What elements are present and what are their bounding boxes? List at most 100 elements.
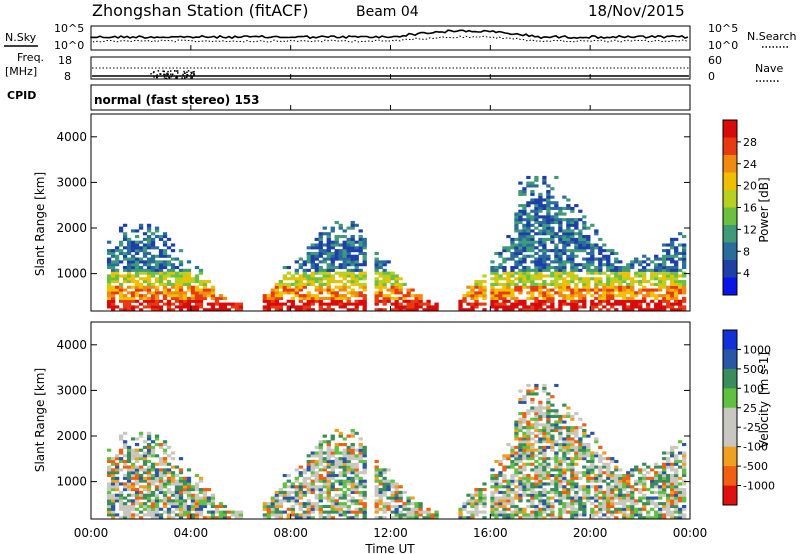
heatmap-cell (590, 479, 595, 483)
heatmap-cell (122, 277, 128, 281)
heatmap-cell (546, 465, 551, 469)
heatmap-cell (406, 288, 411, 292)
heatmap-cell (414, 302, 419, 306)
heatmap-cell (522, 454, 527, 458)
nave-sample-dot (167, 73, 169, 75)
heatmap-cell (678, 243, 683, 247)
heatmap-cell (398, 305, 403, 309)
heatmap-cell (666, 485, 671, 489)
heatmap-cell (110, 482, 116, 486)
heatmap-cell (222, 516, 228, 520)
heatmap-cell (514, 504, 519, 509)
heatmap-cell (334, 465, 339, 469)
heatmap-cell (294, 490, 299, 494)
heatmap-cell (574, 204, 579, 208)
heatmap-cell (154, 229, 160, 233)
heatmap-cell (382, 502, 387, 506)
heatmap-cell (270, 294, 275, 298)
heatmap-cell (350, 462, 355, 466)
heatmap-cell (558, 240, 563, 244)
heatmap-cell (666, 249, 671, 253)
heatmap-cell (522, 277, 527, 281)
heatmap-cell (598, 308, 603, 312)
freq-unit-label: [MHz] (5, 65, 37, 78)
heatmap-cell (238, 510, 244, 514)
heatmap-cell (190, 493, 196, 497)
heatmap-cell (126, 485, 132, 489)
heatmap-cell (114, 479, 120, 483)
heatmap-cell (506, 457, 511, 461)
heatmap-cell (314, 488, 319, 492)
heatmap-cell (602, 263, 607, 267)
heatmap-cell (598, 277, 603, 281)
heatmap-cell (294, 502, 299, 506)
heatmap-cell (518, 251, 523, 256)
heatmap-cell (502, 513, 507, 517)
heatmap-cell (610, 493, 615, 497)
heatmap-cell (554, 457, 559, 461)
heatmap-cell (170, 457, 176, 461)
heatmap-cell (522, 192, 527, 196)
heatmap-cell (550, 260, 555, 264)
heatmap-cell (682, 473, 687, 478)
heatmap-cell (298, 277, 303, 281)
heatmap-cell (306, 246, 311, 250)
heatmap-cell (354, 249, 359, 253)
heatmap-cell (194, 504, 200, 509)
x-tick-label: 12:00 (373, 526, 408, 540)
heatmap-cell (574, 263, 579, 267)
heatmap-cell (538, 229, 543, 233)
heatmap-cell (598, 473, 603, 478)
heatmap-cell (674, 485, 679, 489)
heatmap-cell (538, 220, 543, 225)
heatmap-cell (154, 308, 160, 312)
heatmap-cell (310, 263, 315, 267)
heatmap-cell (318, 254, 323, 258)
heatmap-cell (106, 277, 112, 281)
heatmap-cell (398, 296, 403, 301)
heatmap-cell (374, 263, 379, 267)
heatmap-cell (458, 510, 463, 514)
heatmap-cell (162, 288, 168, 292)
heatmap-cell (194, 496, 200, 500)
heatmap-cell (674, 499, 679, 503)
heatmap-cell (150, 440, 156, 444)
heatmap-cell (346, 462, 351, 466)
heatmap-cell (126, 454, 132, 458)
heatmap-cell (398, 308, 403, 312)
heatmap-cell (626, 516, 631, 520)
heatmap-cell (330, 448, 335, 452)
heatmap-cell (622, 299, 627, 303)
heatmap-cell (342, 502, 347, 506)
heatmap-cell (590, 507, 595, 511)
heatmap-cell (374, 277, 379, 281)
heatmap-cell (682, 507, 687, 511)
heatmap-cell (550, 280, 555, 284)
heatmap-cell (342, 490, 347, 494)
heatmap-cell (670, 237, 675, 241)
heatmap-cell (562, 243, 567, 247)
heatmap-cell (622, 308, 627, 312)
heatmap-cell (314, 485, 319, 489)
heatmap-cell (534, 459, 539, 464)
heatmap-cell (234, 510, 240, 514)
heatmap-cell (558, 493, 563, 497)
heatmap-cell (674, 482, 679, 486)
heatmap-cell (670, 294, 675, 298)
heatmap-cell (346, 296, 351, 301)
heatmap-cell (558, 223, 563, 227)
heatmap-cell (670, 473, 675, 478)
heatmap-cell (390, 291, 395, 295)
heatmap-cell (142, 285, 148, 289)
heatmap-cell (350, 451, 355, 455)
heatmap-cell (338, 462, 343, 466)
heatmap-cell (378, 271, 383, 275)
heatmap-cell (178, 305, 184, 309)
heatmap-cell (334, 445, 339, 449)
heatmap-cell (542, 437, 547, 441)
heatmap-cell (566, 220, 571, 225)
heatmap-cell (502, 516, 507, 520)
heatmap-cell (662, 457, 667, 461)
heatmap-cell (146, 260, 152, 264)
heatmap-cell (106, 513, 112, 517)
